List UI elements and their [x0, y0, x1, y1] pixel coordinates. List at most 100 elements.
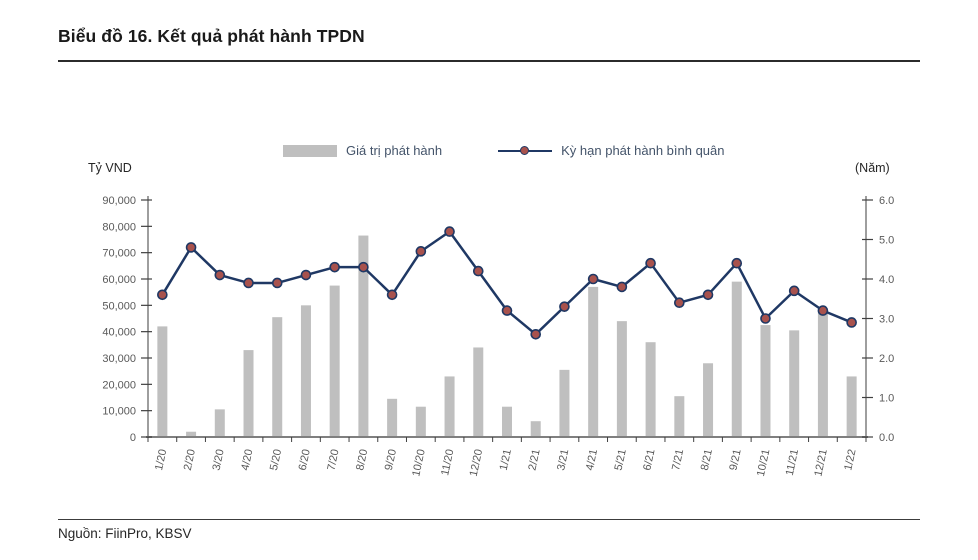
line-marker-icon	[386, 289, 398, 301]
x-axis-label: 10/20	[410, 448, 427, 477]
bar	[444, 376, 455, 437]
line-marker-icon	[415, 246, 427, 257]
x-axis-label: 10/21	[755, 448, 772, 477]
right-axis-tick-label: 4.0	[879, 274, 894, 286]
bar	[616, 321, 627, 437]
left-axis-tick-label: 50,000	[102, 300, 136, 312]
x-axis-label: 2/21	[526, 448, 542, 471]
line-marker-icon	[157, 289, 168, 301]
x-axis-label: 5/20	[268, 448, 284, 471]
x-axis-label: 1/21	[498, 448, 514, 471]
bar	[817, 310, 828, 437]
bar	[358, 235, 369, 437]
x-axis-label: 7/20	[325, 448, 341, 471]
line-marker-icon	[846, 317, 857, 328]
x-axis-label: 3/21	[555, 448, 571, 471]
bar	[588, 286, 599, 437]
bar	[186, 431, 197, 437]
line-marker-icon	[300, 269, 312, 281]
left-axis-tick-label: 10,000	[102, 406, 136, 418]
line-marker-icon	[501, 305, 513, 316]
line-marker-icon	[358, 261, 369, 273]
x-axis-label: 11/21	[784, 448, 801, 477]
line-marker-icon	[185, 242, 197, 253]
left-axis-tick-label: 30,000	[102, 353, 136, 365]
x-axis-label: 1/22	[842, 448, 858, 471]
right-axis-unit-label: (Năm)	[855, 161, 890, 175]
left-axis-tick-label: 70,000	[102, 248, 136, 260]
line-marker-icon	[731, 257, 743, 269]
bar-swatch-icon	[283, 144, 337, 157]
right-axis-tick-label: 2.0	[879, 353, 894, 365]
bar	[387, 398, 398, 437]
line-marker-icon	[559, 301, 570, 312]
legend-item-average-term: Kỳ hạn phát hành bình quân	[498, 143, 725, 158]
chart-title: Biểu đồ 16. Kết quả phát hành TPDN	[58, 26, 365, 46]
x-axis-label: 4/20	[239, 448, 255, 471]
x-axis-label: 2/20	[182, 448, 198, 471]
line-swatch-marker-icon	[520, 146, 530, 155]
title-divider	[58, 60, 920, 62]
bar	[415, 406, 426, 437]
x-axis-label: 5/21	[613, 448, 629, 471]
line-marker-icon	[472, 265, 484, 277]
bar	[846, 376, 857, 437]
x-axis-label: 1/20	[153, 448, 169, 471]
x-axis-label: 12/21	[812, 448, 829, 477]
left-axis-tick-label: 40,000	[102, 327, 136, 339]
bar	[559, 369, 570, 437]
line-marker-icon	[271, 277, 283, 289]
left-axis-tick-label: 60,000	[102, 274, 136, 286]
x-axis-label: 9/20	[383, 448, 399, 471]
left-axis-unit-label: Tỷ VND	[88, 161, 132, 175]
line-marker-icon	[444, 226, 455, 237]
line-marker-icon	[760, 313, 771, 324]
left-axis-tick-label: 20,000	[102, 379, 136, 391]
chart-legend: Giá trị phát hành Kỳ hạn phát hành bình …	[283, 143, 725, 158]
bar	[272, 317, 283, 437]
line-marker-icon	[645, 257, 656, 269]
line-marker-icon	[243, 277, 254, 289]
x-axis-label: 12/20	[468, 448, 485, 477]
legend-label-line: Kỳ hạn phát hành bình quân	[561, 143, 725, 158]
bar	[300, 305, 311, 437]
bar	[530, 421, 541, 437]
source-text: Nguồn: FiinPro, KBSV	[58, 526, 192, 541]
left-axis-tick-label: 0	[130, 432, 136, 444]
average-term-line	[161, 230, 853, 336]
x-axis-label: 11/20	[439, 448, 456, 477]
x-axis-label: 8/21	[699, 448, 715, 471]
legend-item-issuance-value: Giá trị phát hành	[283, 143, 442, 158]
x-axis-label: 4/21	[584, 448, 600, 471]
bar	[157, 326, 168, 437]
bar	[760, 325, 771, 437]
x-axis-label: 3/20	[211, 448, 227, 471]
bar	[502, 406, 512, 437]
x-axis-label: 6/21	[641, 448, 657, 471]
x-axis-label: 7/21	[670, 448, 686, 471]
line-marker-icon	[788, 285, 800, 297]
bar	[731, 281, 742, 437]
bar	[703, 363, 714, 437]
x-axis-label: 6/20	[297, 448, 313, 471]
right-axis-tick-label: 5.0	[879, 235, 894, 247]
bar	[329, 285, 340, 437]
bar	[645, 342, 656, 437]
x-axis-label: 8/20	[354, 448, 370, 471]
bar	[243, 350, 254, 437]
line-marker-icon	[674, 297, 685, 309]
line-marker-icon	[616, 281, 628, 293]
left-axis-tick-label: 80,000	[102, 221, 136, 233]
x-axis-label: 9/21	[728, 448, 744, 471]
right-axis-tick-label: 0.0	[879, 432, 894, 444]
footer-divider	[58, 519, 920, 520]
bar	[789, 330, 800, 437]
bar	[214, 409, 225, 437]
line-marker-icon	[530, 328, 542, 340]
line-marker-icon	[329, 261, 340, 273]
line-marker-icon	[817, 305, 829, 316]
line-marker-icon	[702, 289, 714, 301]
left-axis-tick-label: 90,000	[102, 195, 136, 207]
